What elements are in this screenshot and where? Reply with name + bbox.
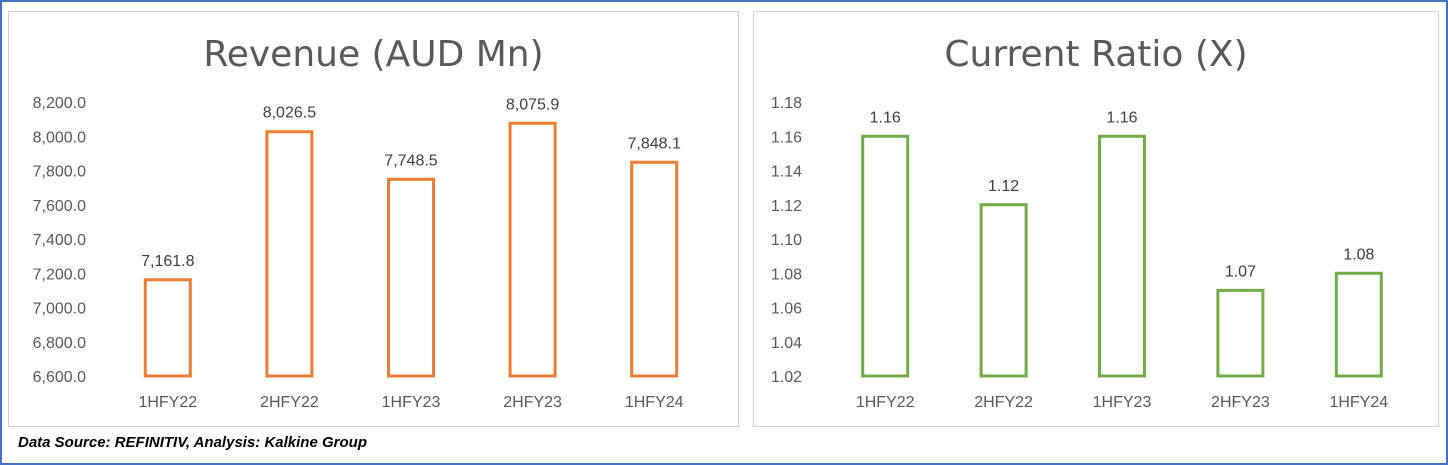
revenue-data-label: 8,075.9	[506, 96, 559, 113]
revenue-chart-panel: Revenue (AUD Mn) 6,600.0 6,800.0 7,000.0 7,…	[8, 11, 739, 427]
current-ratio-y-tick-label: 1.02	[771, 369, 802, 386]
revenue-data-label: 7,848.1	[628, 135, 681, 152]
revenue-y-tick-label: 8,000.0	[33, 129, 86, 146]
revenue-y-tick-label: 7,000.0	[33, 301, 86, 318]
current-ratio-y-tick-label: 1.04	[771, 335, 802, 352]
current-ratio-chart-panel: Current Ratio (X) 1.02 1.04 1.06 1.08 1.10 1.…	[753, 11, 1439, 427]
current-ratio-x-tick-label: 2HFY23	[1211, 394, 1270, 411]
revenue-bar	[265, 130, 314, 378]
current-ratio-chart-plot: 1.02 1.04 1.06 1.08 1.10 1.12 1.14 1.16 1.18 1.16…	[771, 95, 1388, 411]
revenue-bar	[143, 278, 192, 378]
current-ratio-bar	[861, 134, 910, 378]
current-ratio-data-label: 1.16	[870, 109, 901, 126]
revenue-chart-plot: 6,600.0 6,800.0 7,000.0 7,200.0 7,400.0 7,600…	[33, 95, 684, 411]
revenue-data-label: 7,161.8	[141, 253, 194, 270]
current-ratio-data-label: 1.12	[988, 178, 1019, 195]
current-ratio-y-tick-label: 1.18	[771, 95, 802, 112]
revenue-y-tick-label: 8,200.0	[33, 95, 86, 112]
revenue-y-tick-label: 7,400.0	[33, 232, 86, 249]
current-ratio-x-tick-label: 2HFY22	[974, 394, 1033, 411]
revenue-bar	[387, 177, 435, 378]
revenue-chart-title: Revenue (AUD Mn)	[203, 34, 544, 75]
current-ratio-y-tick-label: 1.14	[771, 164, 802, 181]
revenue-y-tick-label: 6,800.0	[33, 335, 86, 352]
revenue-x-tick-label: 1HFY23	[382, 394, 441, 411]
data-source-note: Data Source: REFINITIV, Analysis: Kalkin…	[18, 434, 367, 451]
revenue-y-tick-label: 7,200.0	[33, 266, 86, 283]
current-ratio-y-tick-label: 1.16	[771, 129, 802, 146]
revenue-bar	[630, 160, 679, 378]
current-ratio-y-tick-label: 1.10	[771, 232, 802, 249]
current-ratio-x-tick-label: 1HFY23	[1093, 394, 1152, 411]
revenue-y-tick-label: 7,800.0	[33, 164, 86, 181]
revenue-data-label: 8,026.5	[263, 105, 316, 122]
revenue-x-tick-label: 2HFY23	[503, 394, 562, 411]
current-ratio-bar	[979, 203, 1028, 378]
revenue-x-tick-label: 1HFY22	[138, 394, 197, 411]
current-ratio-bar	[1098, 134, 1146, 378]
current-ratio-y-tick-label: 1.12	[771, 198, 802, 215]
current-ratio-data-label: 1.07	[1225, 263, 1256, 280]
current-ratio-y-tick-label: 1.06	[771, 301, 802, 318]
revenue-y-tick-label: 6,600.0	[33, 369, 86, 386]
current-ratio-x-tick-label: 1HFY22	[856, 394, 915, 411]
revenue-y-tick-label: 7,600.0	[33, 198, 86, 215]
revenue-bar	[508, 121, 557, 378]
current-ratio-chart-title: Current Ratio (X)	[944, 34, 1248, 75]
current-ratio-data-label: 1.08	[1343, 246, 1374, 263]
current-ratio-bar	[1334, 271, 1383, 378]
current-ratio-bar	[1216, 288, 1265, 378]
revenue-x-tick-label: 1HFY24	[625, 394, 684, 411]
revenue-x-tick-label: 2HFY22	[260, 394, 319, 411]
current-ratio-y-tick-label: 1.08	[771, 266, 802, 283]
revenue-data-label: 7,748.5	[384, 152, 437, 169]
current-ratio-data-label: 1.16	[1106, 109, 1137, 126]
current-ratio-x-tick-label: 1HFY24	[1329, 394, 1388, 411]
